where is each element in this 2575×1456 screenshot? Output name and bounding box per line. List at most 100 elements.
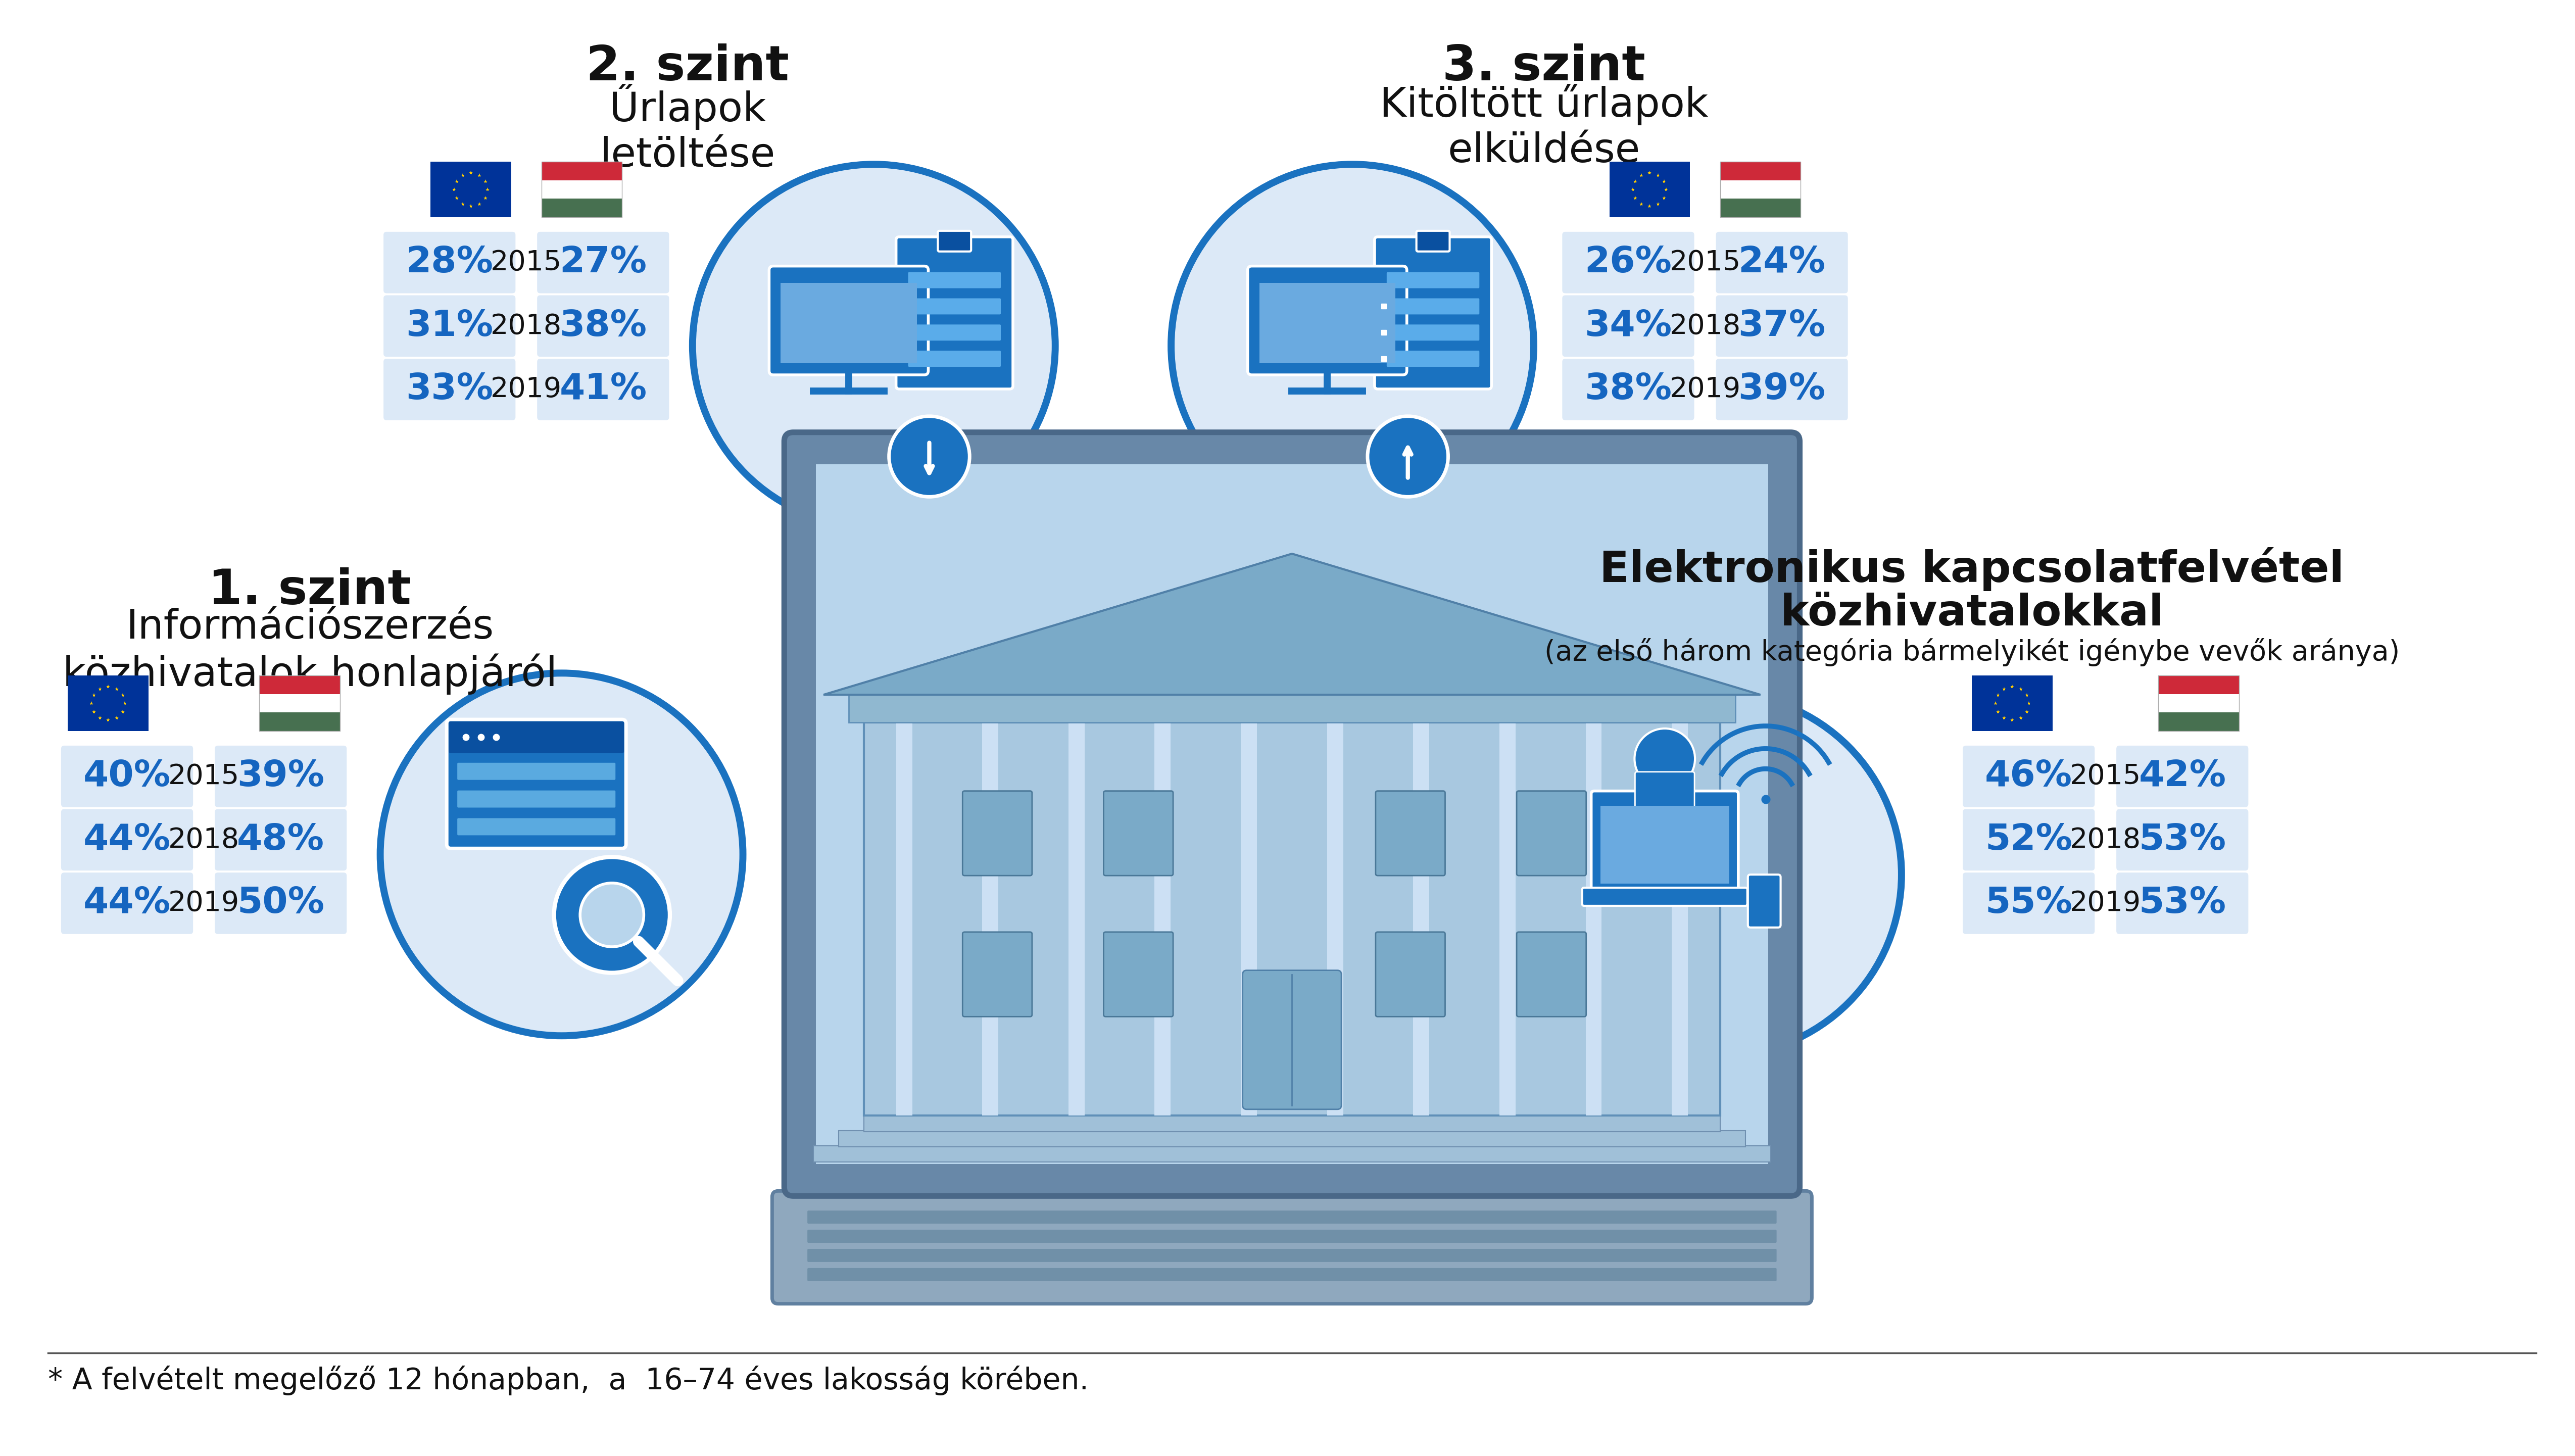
FancyBboxPatch shape — [1388, 298, 1481, 314]
Text: 26%: 26% — [1584, 245, 1671, 280]
Circle shape — [1540, 693, 1900, 1056]
FancyBboxPatch shape — [1671, 722, 1689, 1115]
FancyBboxPatch shape — [541, 198, 623, 217]
Text: 55%: 55% — [1985, 885, 2073, 920]
Text: 34%: 34% — [1584, 309, 1671, 344]
FancyBboxPatch shape — [863, 1115, 1720, 1131]
FancyBboxPatch shape — [1105, 932, 1174, 1016]
FancyBboxPatch shape — [1635, 772, 1694, 836]
FancyBboxPatch shape — [1375, 237, 1491, 389]
FancyBboxPatch shape — [1259, 282, 1396, 364]
FancyBboxPatch shape — [1249, 266, 1406, 374]
Text: 24%: 24% — [1738, 245, 1826, 280]
Text: Űrlapok
letöltése: Űrlapok letöltése — [600, 83, 775, 175]
FancyBboxPatch shape — [1720, 181, 1800, 198]
FancyBboxPatch shape — [384, 232, 515, 293]
FancyBboxPatch shape — [809, 1210, 1777, 1223]
Text: 2. szint: 2. szint — [587, 44, 788, 90]
FancyBboxPatch shape — [214, 872, 348, 935]
FancyBboxPatch shape — [458, 763, 615, 780]
FancyBboxPatch shape — [839, 1130, 1746, 1147]
Text: 38%: 38% — [1584, 373, 1671, 406]
FancyBboxPatch shape — [1720, 198, 1800, 217]
Text: 44%: 44% — [82, 823, 170, 858]
Circle shape — [554, 858, 670, 973]
Text: * A felvételt megelőző 12 hónapban,  a  16–74 éves lakosság körében.: * A felvételt megelőző 12 hónapban, a 16… — [49, 1366, 1089, 1395]
FancyBboxPatch shape — [1715, 296, 1849, 357]
Text: 53%: 53% — [2140, 823, 2225, 858]
FancyBboxPatch shape — [62, 745, 193, 807]
FancyBboxPatch shape — [2158, 695, 2240, 712]
Circle shape — [1367, 416, 1447, 496]
FancyBboxPatch shape — [1715, 358, 1849, 421]
FancyBboxPatch shape — [1414, 722, 1429, 1115]
Text: 2019: 2019 — [2070, 890, 2142, 917]
FancyBboxPatch shape — [1105, 791, 1174, 875]
FancyBboxPatch shape — [1388, 325, 1481, 341]
FancyBboxPatch shape — [1962, 810, 2093, 871]
FancyBboxPatch shape — [1962, 745, 2093, 807]
FancyBboxPatch shape — [1962, 872, 2093, 935]
Text: 3. szint: 3. szint — [1442, 44, 1645, 90]
FancyBboxPatch shape — [1517, 932, 1586, 1016]
FancyBboxPatch shape — [963, 791, 1033, 875]
Text: 27%: 27% — [559, 245, 646, 280]
FancyBboxPatch shape — [1563, 296, 1694, 357]
FancyBboxPatch shape — [1416, 232, 1450, 252]
FancyBboxPatch shape — [809, 1230, 1777, 1243]
FancyBboxPatch shape — [896, 237, 1012, 389]
Text: 46%: 46% — [1985, 759, 2073, 794]
FancyBboxPatch shape — [448, 722, 623, 753]
Text: Elektronikus kapcsolatfelvétel: Elektronikus kapcsolatfelvétel — [1599, 547, 2343, 591]
Text: 2015: 2015 — [167, 763, 239, 791]
FancyBboxPatch shape — [770, 266, 927, 374]
FancyBboxPatch shape — [1517, 791, 1586, 875]
FancyBboxPatch shape — [850, 695, 1736, 722]
Text: 33%: 33% — [407, 373, 494, 406]
FancyBboxPatch shape — [816, 464, 1769, 1165]
Circle shape — [1172, 165, 1535, 527]
FancyBboxPatch shape — [963, 932, 1033, 1016]
FancyBboxPatch shape — [1388, 351, 1481, 367]
FancyBboxPatch shape — [863, 722, 1720, 1115]
FancyBboxPatch shape — [445, 719, 626, 849]
Text: 2019: 2019 — [492, 376, 561, 403]
FancyBboxPatch shape — [772, 1191, 1813, 1303]
Text: (az első három kategória bármelyikét igénybe vevők aránya): (az első három kategória bármelyikét igé… — [1545, 638, 2400, 667]
Text: 1. szint: 1. szint — [209, 568, 412, 614]
Text: 44%: 44% — [82, 885, 170, 920]
Text: 39%: 39% — [1738, 373, 1826, 406]
Text: 38%: 38% — [559, 309, 646, 344]
FancyBboxPatch shape — [260, 695, 340, 712]
Circle shape — [381, 673, 744, 1035]
FancyBboxPatch shape — [785, 432, 1800, 1195]
FancyBboxPatch shape — [541, 162, 623, 181]
Text: 39%: 39% — [237, 759, 324, 794]
Text: 40%: 40% — [82, 759, 170, 794]
FancyBboxPatch shape — [1326, 722, 1344, 1115]
FancyBboxPatch shape — [896, 722, 912, 1115]
FancyBboxPatch shape — [1244, 970, 1342, 1109]
FancyBboxPatch shape — [2117, 745, 2248, 807]
FancyBboxPatch shape — [538, 358, 670, 421]
Text: 48%: 48% — [237, 823, 324, 858]
FancyBboxPatch shape — [1715, 232, 1849, 293]
Circle shape — [579, 882, 644, 946]
FancyBboxPatch shape — [62, 810, 193, 871]
FancyBboxPatch shape — [260, 676, 340, 695]
FancyBboxPatch shape — [62, 872, 193, 935]
Text: 2015: 2015 — [2070, 763, 2142, 791]
FancyBboxPatch shape — [909, 272, 1002, 288]
FancyBboxPatch shape — [909, 351, 1002, 367]
Text: 52%: 52% — [1985, 823, 2073, 858]
FancyBboxPatch shape — [67, 676, 149, 731]
Text: 42%: 42% — [2140, 759, 2225, 794]
Text: 2018: 2018 — [492, 313, 561, 339]
Text: közhivatalokkal: közhivatalokkal — [1779, 593, 2163, 635]
FancyBboxPatch shape — [2117, 872, 2248, 935]
FancyBboxPatch shape — [384, 296, 515, 357]
FancyBboxPatch shape — [1563, 232, 1694, 293]
FancyBboxPatch shape — [1591, 791, 1738, 893]
FancyBboxPatch shape — [1972, 676, 2052, 731]
FancyBboxPatch shape — [1609, 162, 1689, 217]
